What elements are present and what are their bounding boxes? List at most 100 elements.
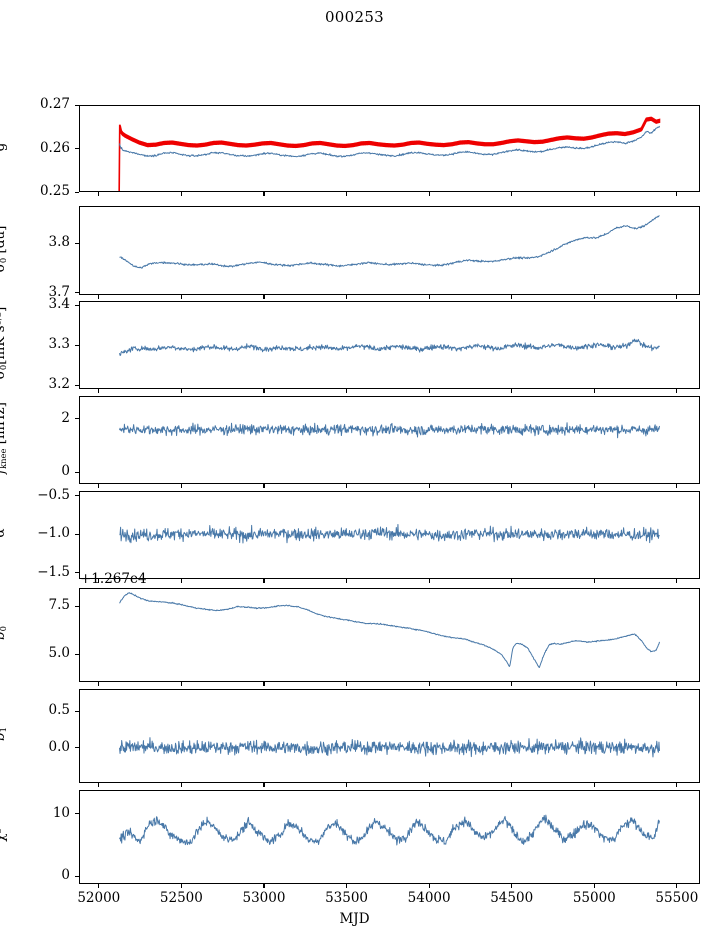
plot-panel-b1	[79, 689, 700, 783]
y-tick-mark	[75, 813, 79, 815]
x-tick-mark	[511, 389, 513, 393]
y-tick-label-g-magnitude: 0.25	[39, 183, 70, 199]
plot-panel-b0	[79, 588, 700, 682]
plot-panel-g-magnitude	[79, 105, 700, 192]
x-tick-mark	[593, 295, 595, 299]
x-tick-mark	[346, 192, 348, 196]
x-tick-mark	[346, 389, 348, 393]
x-tick-mark	[593, 682, 595, 686]
x-tick-mark	[428, 192, 430, 196]
x-tick-mark	[676, 295, 678, 299]
series-sigma0-mks	[119, 338, 660, 356]
x-tick-mark	[346, 484, 348, 488]
y-tick-label-b1: 0.5	[48, 702, 70, 719]
y-tick-label-b1: 0.0	[48, 738, 70, 755]
plot-panel-sigma0-du	[79, 206, 700, 295]
x-tick-mark	[180, 389, 182, 393]
x-tick-mark	[593, 783, 595, 787]
series-b0	[119, 592, 660, 669]
x-tick-mark	[98, 295, 100, 299]
y-tick-mark	[75, 148, 79, 150]
series-model-band	[118, 116, 661, 191]
y-tick-label-sigma0-du: 3.7	[48, 283, 70, 300]
y-tick-mark	[75, 605, 79, 607]
y-tick-mark	[75, 495, 79, 497]
y-tick-mark	[75, 418, 79, 420]
x-tick-mark	[511, 579, 513, 583]
y-tick-mark	[75, 471, 79, 473]
y-tick-label-f-knee: 2	[61, 409, 70, 426]
y-tick-mark	[75, 384, 79, 386]
x-tick-mark	[428, 682, 430, 686]
x-tick-mark	[180, 884, 182, 888]
x-tick-mark	[676, 579, 678, 583]
x-tick-mark	[263, 389, 265, 393]
x-tick-mark	[346, 295, 348, 299]
x-tick-mark	[346, 884, 348, 888]
series-raw-photometry	[119, 125, 660, 158]
x-tick-mark	[676, 484, 678, 488]
plot-panel-chi-squared	[79, 790, 700, 884]
x-tick-mark	[428, 783, 430, 787]
y-tick-label-chi-squared: 0	[61, 867, 70, 884]
x-tick-mark	[346, 783, 348, 787]
y-tick-label-sigma0-du: 3.8	[48, 234, 70, 251]
y-tick-label-alpha: −0.5	[37, 486, 70, 503]
x-tick-mark	[263, 682, 265, 686]
x-tick-mark	[428, 884, 430, 888]
x-tick-mark	[263, 783, 265, 787]
x-tick-mark	[511, 192, 513, 196]
x-tick-label: 52500	[159, 890, 203, 906]
plot-panel-sigma0-mKs	[79, 301, 700, 389]
x-tick-mark	[263, 884, 265, 888]
x-tick-mark	[428, 484, 430, 488]
x-tick-mark	[676, 192, 678, 196]
x-tick-mark	[98, 389, 100, 393]
axis-offset-text: +1.267e4	[80, 571, 147, 587]
x-tick-mark	[676, 884, 678, 888]
x-tick-mark	[511, 783, 513, 787]
x-tick-mark	[98, 579, 100, 583]
x-tick-mark	[511, 884, 513, 888]
y-tick-mark	[75, 653, 79, 655]
y-tick-mark	[75, 344, 79, 346]
y-tick-mark	[75, 104, 79, 106]
y-tick-mark	[75, 304, 79, 306]
x-tick-mark	[263, 192, 265, 196]
x-tick-mark	[98, 884, 100, 888]
x-tick-mark	[98, 783, 100, 787]
x-tick-mark	[593, 389, 595, 393]
x-tick-mark	[593, 484, 595, 488]
x-tick-mark	[428, 579, 430, 583]
x-tick-label: 54500	[490, 890, 534, 906]
x-tick-mark	[98, 192, 100, 196]
series-chi2	[119, 814, 660, 846]
x-tick-mark	[593, 884, 595, 888]
y-tick-label-b0: 7.5	[48, 597, 70, 614]
figure-title: 000253	[324, 8, 385, 26]
y-tick-label-sigma0-mKs: 3.3	[48, 336, 70, 352]
y-tick-mark	[75, 875, 79, 878]
y-tick-label-b0: 5.0	[48, 645, 70, 662]
x-tick-mark	[511, 484, 513, 488]
y-tick-mark	[75, 572, 79, 574]
x-tick-mark	[346, 579, 348, 583]
x-tick-mark	[98, 682, 100, 686]
x-tick-mark	[346, 682, 348, 686]
x-tick-mark	[180, 192, 182, 196]
series-sigma0	[119, 215, 660, 269]
x-tick-mark	[263, 295, 265, 299]
x-tick-label: 53000	[242, 890, 286, 906]
x-tick-mark	[593, 192, 595, 196]
y-tick-label-chi-squared: 10	[52, 804, 70, 821]
x-tick-mark	[180, 484, 182, 488]
x-tick-label: 53500	[325, 890, 369, 906]
x-tick-mark	[180, 579, 182, 583]
y-tick-mark	[75, 747, 79, 749]
x-tick-mark	[676, 682, 678, 686]
x-tick-mark	[676, 783, 678, 787]
x-tick-label: 55500	[655, 890, 699, 906]
y-tick-label-g-magnitude: 0.26	[39, 139, 70, 156]
x-tick-label: 55000	[572, 890, 616, 906]
